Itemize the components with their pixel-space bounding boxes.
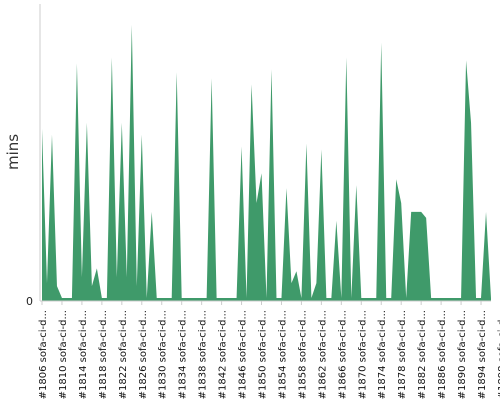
y-tick-label: 0 xyxy=(26,295,33,308)
x-tick-label: #1870 sofa-ci-d... xyxy=(357,310,368,399)
x-tick-label: #1850 sofa-ci-d... xyxy=(258,310,269,399)
x-tick-label: #1822 sofa-ci-d... xyxy=(118,310,129,399)
area-series xyxy=(42,24,491,301)
x-tick-label: #1834 sofa-ci-d... xyxy=(178,310,189,399)
x-tick-label: #1886 sofa-ci-d... xyxy=(437,310,448,399)
y-axis-ticks: 0 xyxy=(26,295,33,308)
x-tick-label: #1830 sofa-ci-d... xyxy=(158,310,169,399)
x-tick-label: #1806 sofa-ci-d... xyxy=(38,310,49,399)
x-tick-label: #1842 sofa-ci-d... xyxy=(218,310,229,399)
x-tick-label: #1874 sofa-ci-d... xyxy=(377,310,388,399)
x-tick-label: #1810 sofa-ci-d... xyxy=(58,310,69,399)
x-tick-label: #1866 sofa-ci-d... xyxy=(337,310,348,399)
x-tick-label: #1862 sofa-ci-d... xyxy=(317,310,328,399)
x-axis-ticks: #1806 sofa-ci-d... #1810 sofa-ci-d... #181… xyxy=(38,301,500,399)
x-tick-label: #1878 sofa-ci-d... xyxy=(397,310,408,399)
y-axis-label: mins xyxy=(4,134,22,170)
x-tick-label: #1818 sofa-ci-d... xyxy=(98,310,109,399)
plot-area xyxy=(39,4,491,302)
x-tick-label: #1890 sofa-ci-d... xyxy=(457,310,468,399)
x-tick-label: #1838 sofa-ci-d... xyxy=(198,310,209,399)
x-tick-label: #1846 sofa-ci-d... xyxy=(238,310,249,399)
x-tick-label: #1898 sofa-ci-d... xyxy=(497,310,500,399)
x-tick-label: #1882 sofa-ci-d... xyxy=(417,310,428,399)
x-tick-label: #1894 sofa-ci-d... xyxy=(477,310,488,399)
x-tick-label: #1814 sofa-ci-d... xyxy=(78,310,89,399)
x-tick-label: #1826 sofa-ci-d... xyxy=(138,310,149,399)
x-tick-label: #1854 sofa-ci-d... xyxy=(277,310,288,399)
x-tick-label: #1858 sofa-ci-d... xyxy=(297,310,308,399)
